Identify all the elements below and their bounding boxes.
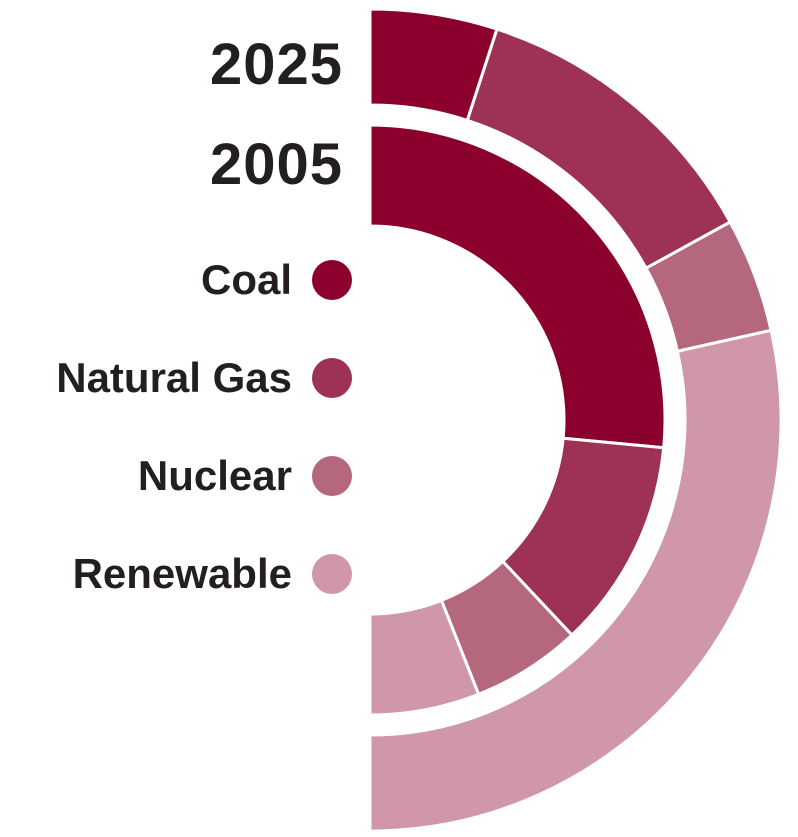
legend-swatch-coal: [312, 260, 352, 300]
legend-swatch-renewable: [312, 554, 352, 594]
outer-ring-2025: [368, 7, 783, 833]
segment-2005-renewable: [368, 598, 481, 717]
legend-item-natural-gas: Natural Gas: [56, 348, 352, 408]
outer-ring-label: 2025: [209, 32, 343, 97]
inner-ring-2005: [368, 123, 667, 717]
legend-label: Natural Gas: [56, 354, 292, 401]
legend-label: Nuclear: [137, 452, 292, 499]
legend-label: Renewable: [72, 550, 292, 597]
legend-item-nuclear: Nuclear: [56, 446, 352, 506]
legend-swatch-natural-gas: [312, 358, 352, 398]
legend-label: Coal: [200, 256, 292, 303]
legend: Coal Natural Gas Nuclear Renewable: [56, 250, 352, 642]
legend-item-renewable: Renewable: [56, 544, 352, 604]
segment-2025-renewable: [368, 328, 783, 833]
inner-ring-label: 2005: [209, 132, 343, 197]
legend-swatch-nuclear: [312, 456, 352, 496]
segment-2005-coal: [368, 123, 667, 450]
legend-item-coal: Coal: [56, 250, 352, 310]
